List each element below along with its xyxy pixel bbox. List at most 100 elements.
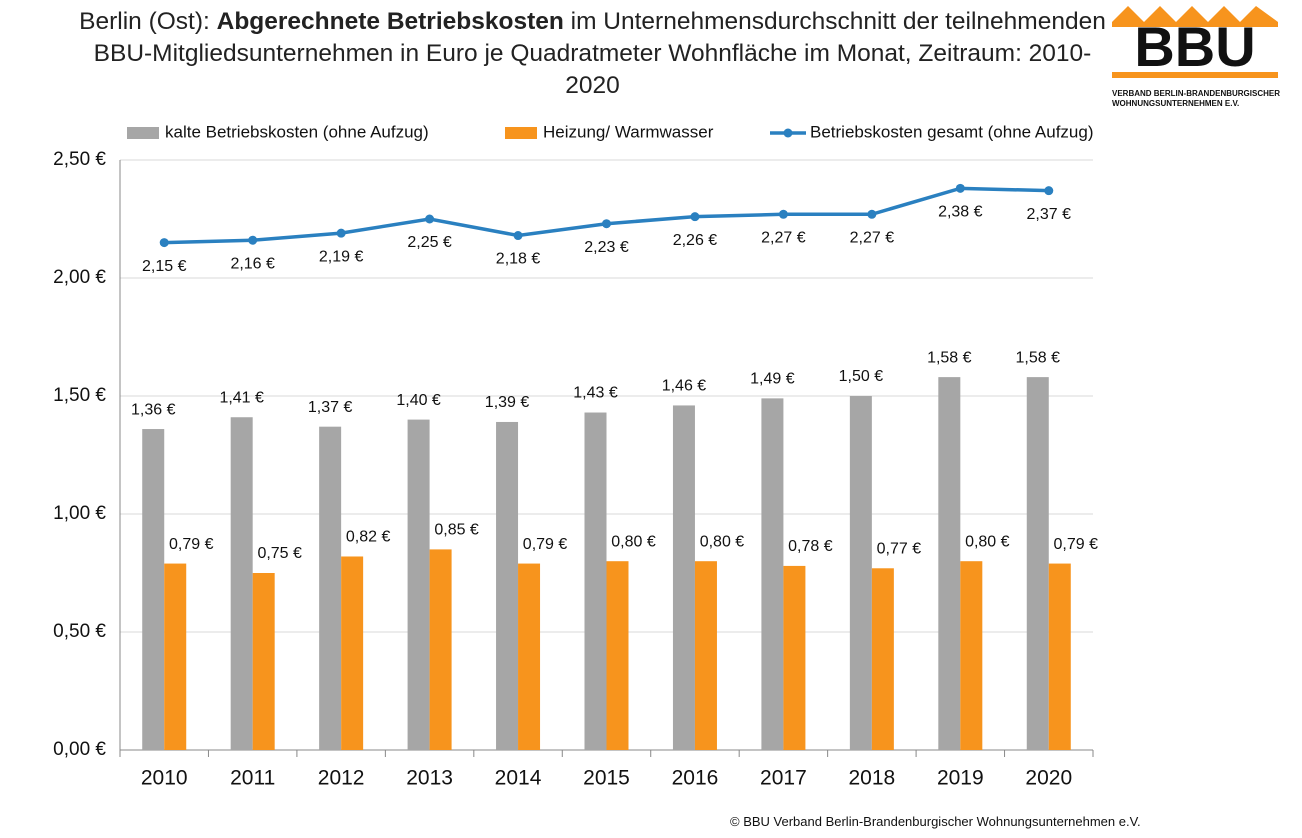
bar bbox=[761, 398, 784, 750]
bar bbox=[606, 561, 629, 750]
data-label: 2,25 € bbox=[407, 234, 452, 251]
legend-swatch bbox=[505, 127, 537, 139]
title-part: Berlin (Ost): bbox=[79, 8, 217, 35]
data-label: 0,80 € bbox=[965, 533, 1010, 550]
bar bbox=[783, 565, 806, 750]
marker bbox=[513, 231, 523, 241]
bar bbox=[518, 563, 541, 750]
data-label: 0,77 € bbox=[877, 540, 922, 557]
legend-swatch bbox=[127, 127, 159, 139]
data-label: 2,26 € bbox=[673, 232, 718, 249]
legend-label: Betriebskosten gesamt (ohne Aufzug) bbox=[810, 122, 1094, 141]
logo-caption: WOHNUNGSUNTERNEHMEN E.V. bbox=[1112, 99, 1239, 108]
footer: © BBU Verband Berlin-Brandenburgischer W… bbox=[730, 814, 1141, 829]
bar bbox=[496, 421, 519, 750]
data-label: 2,37 € bbox=[1027, 206, 1072, 223]
x-tick-label: 2010 bbox=[141, 767, 188, 790]
chart-title: Berlin (Ost): Abgerechnete Betriebskoste… bbox=[70, 6, 1115, 102]
bar bbox=[849, 396, 872, 750]
x-tick-label: 2018 bbox=[849, 767, 896, 790]
logo-bar bbox=[1112, 72, 1278, 78]
x-tick-label: 2017 bbox=[760, 767, 807, 790]
line bbox=[164, 186, 1049, 245]
bar bbox=[694, 561, 717, 750]
data-label: 1,58 € bbox=[1016, 349, 1061, 366]
x-tick-label: 2020 bbox=[1025, 767, 1072, 790]
marker bbox=[778, 209, 788, 219]
data-label: 2,23 € bbox=[584, 239, 629, 256]
bar bbox=[871, 568, 894, 750]
legend-label: Heizung/ Warmwasser bbox=[543, 122, 714, 141]
marker bbox=[159, 238, 169, 248]
title-part: im Unternehmensdurchschnitt der teilnehm… bbox=[93, 8, 1106, 99]
data-label: 1,43 € bbox=[573, 385, 618, 402]
bar bbox=[252, 573, 275, 750]
y-tick-label: 1,00 € bbox=[53, 503, 106, 524]
y-tick-label: 2,50 € bbox=[53, 149, 106, 170]
data-label: 0,80 € bbox=[700, 533, 745, 550]
title-part: Abgerechnete Betriebskosten bbox=[216, 8, 564, 35]
y-tick-label: 0,50 € bbox=[53, 621, 106, 642]
data-label: 1,37 € bbox=[308, 399, 353, 416]
data-label: 2,15 € bbox=[142, 258, 187, 275]
data-label: 2,18 € bbox=[496, 251, 541, 268]
logo-text: BBU bbox=[1134, 15, 1255, 78]
data-label: 1,39 € bbox=[485, 394, 530, 411]
x-tick-label: 2012 bbox=[318, 767, 365, 790]
x-tick-label: 2011 bbox=[230, 767, 275, 790]
data-label: 2,16 € bbox=[230, 255, 275, 272]
bar bbox=[1048, 563, 1071, 750]
bar bbox=[672, 405, 695, 750]
marker bbox=[867, 209, 877, 219]
data-label: 0,79 € bbox=[1054, 536, 1099, 553]
bar bbox=[341, 556, 364, 750]
x-tick-label: 2019 bbox=[937, 767, 984, 790]
marker bbox=[336, 228, 346, 238]
legend-marker bbox=[783, 128, 793, 138]
x-tick-label: 2015 bbox=[583, 767, 630, 790]
y-tick-label: 0,00 € bbox=[53, 739, 106, 760]
legend-label: kalte Betriebskosten (ohne Aufzug) bbox=[165, 122, 429, 141]
bar bbox=[429, 549, 452, 750]
data-label: 1,46 € bbox=[662, 378, 707, 395]
data-label: 0,79 € bbox=[169, 536, 214, 553]
data-label: 1,41 € bbox=[219, 389, 264, 406]
logo-caption: VERBAND BERLIN-BRANDENBURGISCHER bbox=[1112, 89, 1280, 98]
marker bbox=[1044, 186, 1054, 196]
bar bbox=[1026, 377, 1049, 750]
bar bbox=[960, 561, 983, 750]
marker bbox=[425, 214, 435, 224]
marker bbox=[248, 235, 258, 245]
data-label: 0,75 € bbox=[257, 545, 302, 562]
data-label: 1,49 € bbox=[750, 371, 795, 388]
bar bbox=[230, 417, 253, 750]
data-label: 2,27 € bbox=[850, 229, 895, 246]
x-tick-label: 2016 bbox=[672, 767, 719, 790]
data-label: 1,40 € bbox=[396, 392, 441, 409]
data-label: 1,36 € bbox=[131, 401, 176, 418]
data-label: 0,78 € bbox=[788, 538, 833, 555]
data-label: 1,50 € bbox=[839, 368, 884, 385]
x-tick-label: 2013 bbox=[406, 767, 453, 790]
data-label: 1,58 € bbox=[927, 349, 972, 366]
logo-roof bbox=[1112, 6, 1278, 27]
data-label: 2,38 € bbox=[938, 204, 983, 221]
bar bbox=[319, 426, 342, 750]
y-tick-label: 2,00 € bbox=[53, 267, 106, 288]
marker bbox=[955, 183, 965, 193]
logo: BBU VERBAND BERLIN-BRANDENBURGISCHER WOH… bbox=[1112, 6, 1280, 108]
x-tick-label: 2014 bbox=[495, 767, 542, 790]
y-tick-label: 1,50 € bbox=[53, 385, 106, 406]
bar bbox=[584, 412, 607, 750]
data-label: 2,19 € bbox=[319, 248, 364, 265]
marker bbox=[690, 212, 700, 222]
marker bbox=[602, 219, 611, 229]
bar bbox=[164, 563, 187, 750]
data-label: 0,82 € bbox=[346, 529, 391, 546]
data-label: 0,85 € bbox=[434, 522, 479, 539]
bar bbox=[938, 377, 961, 750]
bar bbox=[407, 419, 430, 750]
data-label: 0,79 € bbox=[523, 536, 568, 553]
